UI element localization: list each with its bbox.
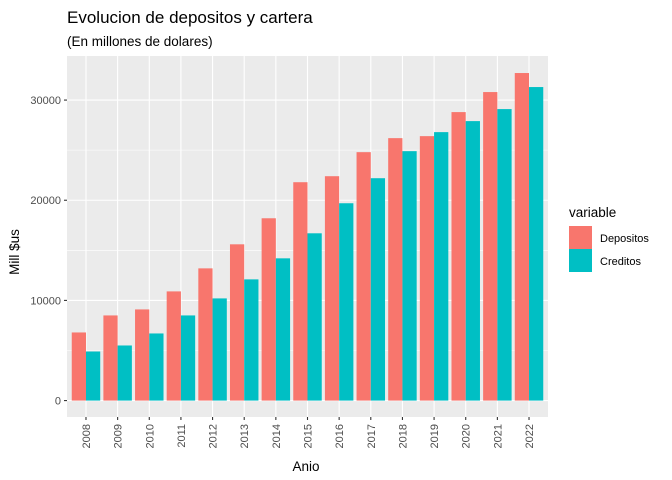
bar-depositos-2018 xyxy=(388,138,403,401)
bar-depositos-2019 xyxy=(419,136,435,401)
x-axis-title: Anio xyxy=(292,459,319,474)
x-tick-label: 2010 xyxy=(144,424,156,448)
y-tick-label: 10000 xyxy=(30,295,61,307)
legend-label-depositos: Depositos xyxy=(600,233,649,245)
bar-depositos-2016 xyxy=(324,176,340,401)
x-tick-label: 2008 xyxy=(81,424,93,448)
bar-creditos-2019 xyxy=(434,132,449,401)
bar-creditos-2010 xyxy=(149,333,164,401)
y-tick-label: 30000 xyxy=(30,95,61,107)
bar-creditos-2020 xyxy=(465,121,480,401)
bar-creditos-2009 xyxy=(117,345,132,401)
x-tick-label: 2012 xyxy=(208,424,220,448)
bar-creditos-2021 xyxy=(497,109,512,401)
bar-depositos-2017 xyxy=(356,152,371,401)
y-tick-label: 0 xyxy=(55,396,61,408)
y-tick-label: 20000 xyxy=(30,195,61,207)
legend-key-depositos xyxy=(569,226,592,249)
bar-depositos-2020 xyxy=(451,112,466,401)
x-tick-label: 2020 xyxy=(461,424,473,448)
x-axis: 2008 2009 2010 2011 2012 2013 2014 2015 2016 2017… xyxy=(81,417,536,448)
x-tick-label: 2016 xyxy=(334,424,346,448)
legend: variable Depositos Creditos xyxy=(569,205,649,272)
bar-depositos-2014 xyxy=(261,218,276,401)
bar-creditos-2017 xyxy=(370,178,386,401)
bar-depositos-2013 xyxy=(229,244,245,401)
bar-creditos-2014 xyxy=(275,258,291,401)
bar-creditos-2022 xyxy=(529,87,544,401)
bar-depositos-2010 xyxy=(135,309,150,401)
x-tick-label: 2021 xyxy=(492,424,504,448)
bar-creditos-2013 xyxy=(244,279,259,401)
x-tick-label: 2015 xyxy=(303,424,315,448)
bar-depositos-2022 xyxy=(514,73,530,401)
legend-key-creditos xyxy=(569,249,592,272)
bar-depositos-2011 xyxy=(166,291,181,401)
bar-creditos-2012 xyxy=(212,298,227,401)
bar-depositos-2009 xyxy=(103,315,118,401)
x-tick-label: 2019 xyxy=(429,424,441,448)
x-tick-label: 2014 xyxy=(271,424,283,448)
x-tick-label: 2022 xyxy=(524,424,536,448)
chart-title: Evolucion de depositos y cartera xyxy=(67,8,313,27)
bar-depositos-2012 xyxy=(198,268,213,401)
y-axis-title: Mill $us xyxy=(7,229,22,275)
x-tick-label: 2011 xyxy=(176,424,188,448)
y-axis: 0 10000 20000 30000 xyxy=(30,95,67,408)
bar-creditos-2008 xyxy=(85,351,101,401)
bar-creditos-2011 xyxy=(180,315,196,401)
legend-title: variable xyxy=(569,205,616,220)
bar-creditos-2016 xyxy=(339,203,354,401)
x-tick-label: 2018 xyxy=(397,424,409,448)
bar-depositos-2015 xyxy=(293,182,308,401)
chart-subtitle: (En millones de dolares) xyxy=(67,34,213,49)
x-tick-label: 2009 xyxy=(113,424,125,448)
bar-creditos-2018 xyxy=(402,151,417,401)
bar-depositos-2021 xyxy=(483,92,498,401)
x-tick-label: 2017 xyxy=(366,424,378,448)
x-tick-label: 2013 xyxy=(239,424,251,448)
bars xyxy=(71,73,544,401)
bar-depositos-2008 xyxy=(71,332,86,401)
bar-creditos-2015 xyxy=(307,233,322,401)
legend-label-creditos: Creditos xyxy=(600,256,641,268)
